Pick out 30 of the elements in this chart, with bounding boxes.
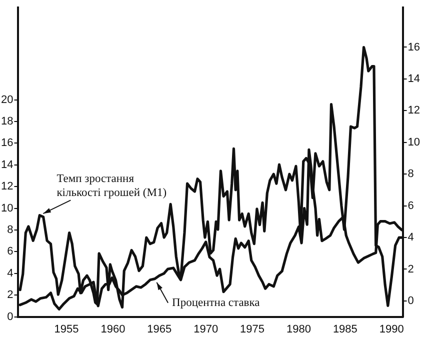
x-tick-label: 1970 — [194, 323, 218, 336]
series-label: Темп зростання кількості грошей (M1) — [56, 173, 167, 200]
x-tick-label: 1965 — [147, 323, 172, 336]
y-tick-label: 10 — [0, 202, 14, 214]
x-tick-label: 1960 — [100, 323, 126, 336]
y2-tick-label: 6 — [408, 200, 414, 212]
y2-tick-label: 0 — [408, 294, 414, 307]
x-tick-label: 1980 — [286, 323, 311, 336]
x-tick-label: 1975 — [240, 323, 265, 336]
series-label: Процентна ставка — [172, 296, 260, 309]
y-tick-label: 2 — [7, 289, 14, 302]
y-tick-label: 18 — [0, 116, 14, 128]
y-tick-label: 12 — [0, 180, 14, 193]
x-tick-label: 1955 — [54, 323, 79, 336]
y-tick-label: 20 — [0, 94, 14, 106]
x-tick-label: 1990 — [379, 323, 404, 336]
y-tick-label: 16 — [0, 137, 14, 150]
y-tick-label: 4 — [7, 267, 14, 280]
y2-tick-label: 16 — [408, 41, 420, 54]
x-tick-label: 1985 — [332, 323, 358, 336]
y2-tick-label: 10 — [408, 136, 420, 148]
y-tick-label: 6 — [7, 246, 14, 258]
y-tick-label: 8 — [7, 224, 14, 236]
y2-tick-label: 2 — [408, 263, 414, 276]
y2-tick-label: 14 — [408, 72, 420, 85]
y2-tick-label: 8 — [408, 168, 414, 180]
y2-tick-label: 4 — [408, 232, 414, 244]
y-tick-label: 14 — [0, 158, 14, 171]
y2-tick-label: 12 — [408, 104, 420, 117]
y-tick-label: 0 — [7, 310, 14, 323]
